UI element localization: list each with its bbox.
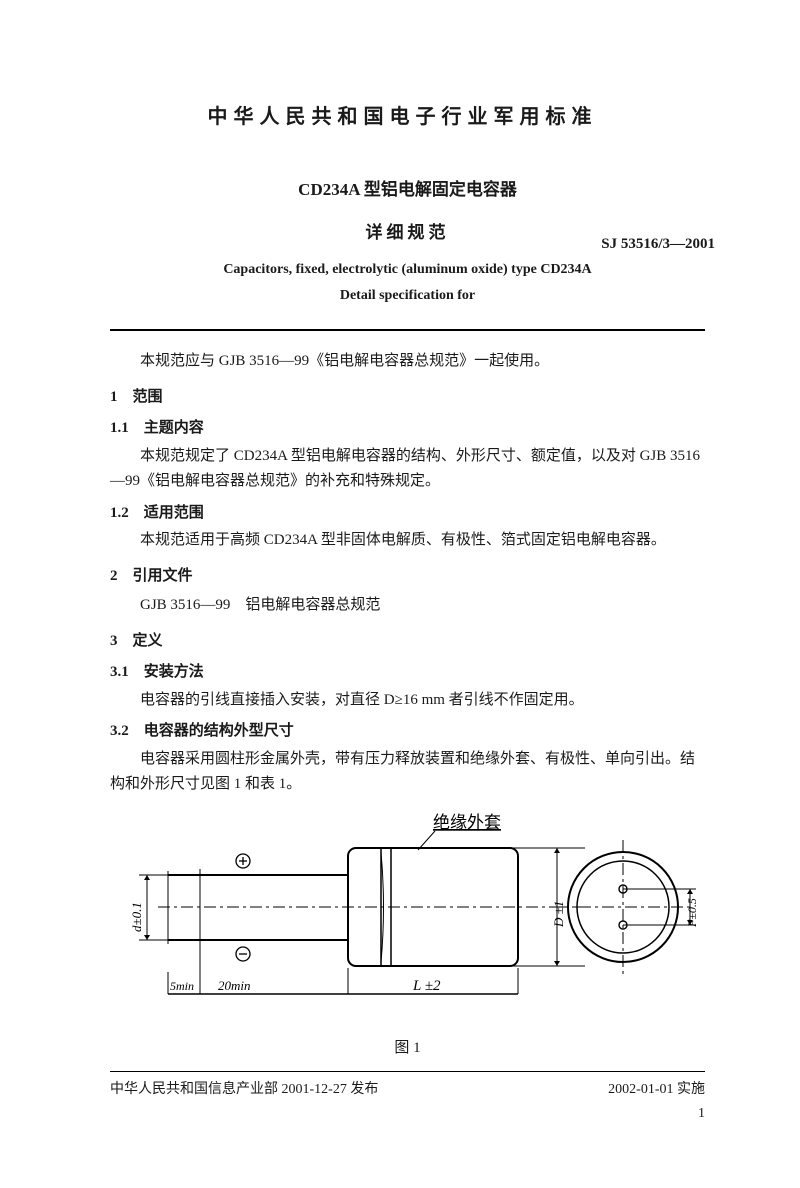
section-2-heading: 2 引用文件: [110, 564, 705, 590]
svg-text:L ±2: L ±2: [412, 978, 441, 994]
section-3-1-para: 电容器的引线直接插入安装，对直径 D≥16 mm 者引线不作固定用。: [110, 688, 705, 714]
svg-text:F±0.5: F±0.5: [685, 898, 699, 928]
footer-row: 中华人民共和国信息产业部 2001-12-27 发布 2002-01-01 实施: [110, 1078, 705, 1102]
cn-subtitle-line1: CD234A 型铝电解固定电容器: [110, 176, 705, 205]
svg-text:d±0.1: d±0.1: [129, 902, 144, 932]
svg-text:5min: 5min: [170, 979, 194, 993]
section-3-2-heading: 3.2 电容器的结构外型尺寸: [110, 719, 705, 745]
en-subtitle-line1: Capacitors, fixed, electrolytic (aluminu…: [110, 258, 705, 282]
figure-1-caption: 图 1: [110, 1036, 705, 1062]
svg-text:绝缘外套: 绝缘外套: [433, 813, 501, 832]
subtitle-block: CD234A 型铝电解固定电容器 详细规范 SJ 53516/3—2001 Ca…: [110, 176, 705, 307]
divider-top: [110, 329, 705, 331]
en-subtitle-line2: Detail specification for: [110, 284, 705, 308]
divider-bottom: [110, 1071, 705, 1072]
section-1-heading: 1 范围: [110, 385, 705, 411]
page-number: 1: [110, 1102, 705, 1126]
standard-main-title: 中华人民共和国电子行业军用标准: [100, 100, 705, 134]
footer-issue-date: 中华人民共和国信息产业部 2001-12-27 发布: [110, 1078, 378, 1102]
section-3-1-heading: 3.1 安装方法: [110, 660, 705, 686]
footer-effective-date: 2002-01-01 实施: [608, 1078, 705, 1102]
intro-paragraph: 本规范应与 GJB 3516—99《铝电解电容器总规范》一起使用。: [110, 349, 705, 375]
section-3-heading: 3 定义: [110, 629, 705, 655]
section-2-para: GJB 3516—99 铝电解电容器总规范: [110, 593, 705, 619]
svg-text:20min: 20min: [218, 978, 251, 993]
section-3-2-para: 电容器采用圆柱形金属外壳，带有压力释放装置和绝缘外套、有极性、单向引出。结构和外…: [110, 747, 705, 798]
section-1-2-para: 本规范适用于高频 CD234A 型非固体电解质、有极性、箔式固定铝电解电容器。: [110, 528, 705, 554]
standard-code: SJ 53516/3—2001: [601, 232, 715, 258]
svg-text:D ±1: D ±1: [551, 901, 566, 928]
section-1-1-heading: 1.1 主题内容: [110, 416, 705, 442]
section-1-1-para: 本规范规定了 CD234A 型铝电解电容器的结构、外形尺寸、额定值，以及对 GJ…: [110, 444, 705, 495]
figure-1: D ±1 绝缘外套 d±0.1 5min 20min L ±2 F±0.5 图 1: [110, 810, 705, 1062]
figure-1-svg: D ±1 绝缘外套 d±0.1 5min 20min L ±2 F±0.5: [113, 810, 703, 1030]
section-1-2-heading: 1.2 适用范围: [110, 501, 705, 527]
